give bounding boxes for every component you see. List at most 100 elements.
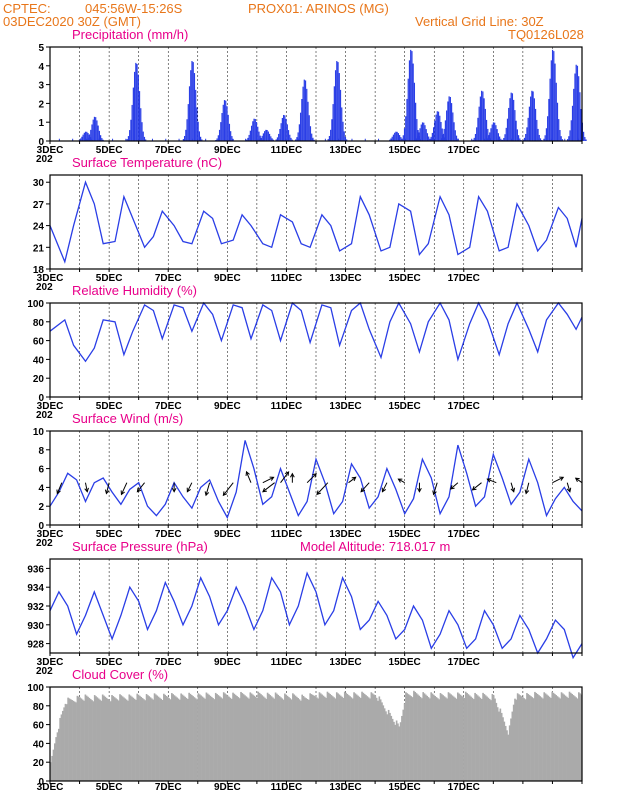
precip-bar (560, 136, 562, 141)
precip-bar (205, 138, 207, 141)
cloud-bar (421, 698, 423, 781)
x-tick-label: 7DEC (155, 529, 182, 540)
cloud-bar (156, 695, 159, 781)
precip-bar (72, 138, 74, 141)
cloud-bar (487, 697, 490, 781)
cloud-bar (245, 696, 248, 781)
precip-bar (403, 128, 406, 141)
cloud-bar (73, 701, 76, 781)
x-tick-label: 7DEC (155, 657, 182, 668)
precip-bar (91, 124, 93, 141)
precip-bar (442, 134, 444, 141)
precip-bar (126, 139, 128, 141)
precip-bar (391, 138, 393, 141)
precip-bar (183, 135, 186, 141)
cloud-bar (414, 691, 417, 781)
precip-bar (191, 61, 193, 142)
cloud-bar (401, 715, 403, 781)
cloud-bar (175, 696, 177, 781)
precip-bar (252, 121, 254, 141)
cloud-bar (390, 715, 393, 781)
precip-bar (312, 137, 314, 141)
cloud-bar (354, 693, 357, 781)
cloud-bar (68, 698, 71, 781)
cloud-bar (429, 698, 431, 781)
cloud-bar (185, 697, 188, 781)
wind-arrow (56, 482, 63, 494)
cloud-bar (319, 693, 322, 781)
precip-bar (333, 86, 335, 141)
cloud-bar (419, 696, 422, 781)
y-tick-label: 930 (27, 621, 44, 632)
precip-bar (193, 73, 196, 141)
cloud-bar (366, 696, 369, 781)
y-tick-label: 20 (33, 758, 45, 769)
precip-bar (505, 127, 507, 141)
cloud-bar (312, 694, 314, 781)
precip-bar (537, 138, 539, 141)
cloud-bar (347, 695, 350, 781)
wind-arrow-head (360, 487, 366, 493)
cloud-bar (184, 696, 186, 781)
wind-arrow (105, 482, 110, 494)
cloud-bar (558, 697, 560, 781)
y-tick-label: 928 (27, 640, 44, 651)
cloud-bar (116, 699, 119, 781)
wind-arrow-head (351, 476, 357, 482)
cloud-bar (80, 698, 83, 781)
cloud-bar (309, 693, 311, 781)
cloud-bar (117, 700, 120, 781)
precip-bar (308, 115, 310, 141)
cloud-bar (140, 696, 143, 781)
cloud-bar (544, 693, 547, 781)
cloud-bar (463, 697, 466, 781)
precip-bar (336, 61, 338, 142)
cloud-bar (543, 692, 546, 781)
cloud-bar (526, 692, 528, 781)
x-year-label: 202 (36, 410, 53, 421)
cloud-bar (532, 698, 535, 781)
cloud-bar (79, 697, 81, 781)
precip-bar (313, 139, 315, 141)
precip-bar (582, 131, 585, 141)
cloud-bar (386, 714, 389, 781)
x-tick-label: 15DEC (389, 782, 421, 793)
cloud-bar (475, 694, 478, 781)
cloud-bar (442, 695, 444, 781)
cloud-bar (232, 692, 234, 781)
x-tick-label: 9DEC (214, 782, 241, 793)
y-tick-label: 2 (38, 502, 44, 513)
precip-bar (218, 129, 221, 141)
cloud-bar (77, 696, 80, 781)
x-tick-label: 13DEC (329, 782, 361, 793)
cloud-bar (460, 695, 463, 781)
cloud-bar (127, 700, 129, 781)
cloud-bar (64, 703, 67, 781)
precip-bar (494, 122, 496, 141)
precip-bar (309, 126, 312, 141)
cloud-bar (145, 694, 148, 781)
precip-bar (579, 92, 581, 141)
x-tick-label: 13DEC (329, 529, 361, 540)
precip-bar (279, 128, 281, 141)
precip-bar (471, 138, 473, 141)
precip-bar (307, 101, 309, 141)
cloud-bar (75, 702, 77, 781)
cloud-bar (504, 725, 507, 781)
cloud-bar (519, 695, 522, 781)
cloud-bar (284, 693, 286, 781)
cloud-bar (281, 698, 284, 781)
y-tick-label: 4 (38, 483, 44, 494)
precip-bar (399, 135, 401, 141)
precip-bar (341, 107, 343, 141)
cloud-bar (456, 692, 459, 781)
cloud-bar (136, 693, 139, 781)
cloud-bar (377, 700, 379, 781)
x-tick-label: 7DEC (155, 782, 182, 793)
cloud-bar (502, 717, 504, 781)
wind-arrow-head (171, 487, 177, 493)
precip-bar (217, 135, 219, 141)
y-tick-label: 8 (38, 446, 44, 457)
cloud-bar (422, 692, 425, 781)
precip-bar (434, 120, 436, 141)
